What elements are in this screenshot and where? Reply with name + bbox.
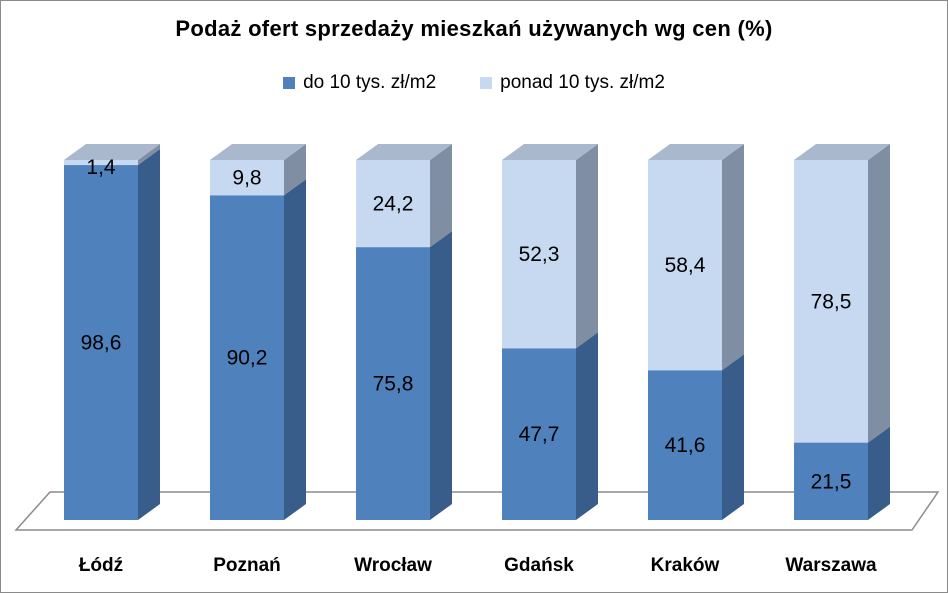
bar-side-series-2-0 (138, 144, 160, 166)
legend-swatch-series-2 (480, 77, 493, 89)
legend: do 10 tys. zł/m2 ponad 10 tys. zł/m2 (0, 72, 948, 94)
data-label-series-1-1: 90,2 (227, 347, 268, 370)
data-label-series-2-5: 78,5 (811, 290, 852, 313)
category-label-3: Gdańsk (504, 555, 574, 576)
bar-series-2-0 (64, 160, 138, 166)
legend-item-series-1: do 10 tys. zł/m2 (283, 72, 436, 94)
bar-series-1-3 (502, 348, 576, 520)
data-label-series-2-3: 52,3 (519, 243, 560, 266)
legend-label-series-1: do 10 tys. zł/m2 (303, 72, 437, 93)
data-label-series-1-4: 41,6 (665, 434, 706, 457)
bar-side-series-1-1 (284, 179, 306, 520)
category-label-4: Kraków (651, 555, 720, 576)
data-label-series-2-4: 58,4 (665, 254, 706, 277)
data-label-series-2-2: 24,2 (373, 193, 414, 216)
bar-side-series-2-5 (868, 144, 890, 443)
bar-top-5 (794, 144, 890, 160)
bar-top-1 (210, 144, 306, 160)
bar-series-1-0 (64, 165, 138, 521)
bar-side-series-1-5 (868, 426, 890, 520)
category-label-2: Wrocław (354, 555, 432, 576)
legend-item-series-2: ponad 10 tys. zł/m2 (480, 72, 665, 94)
bar-series-2-1 (210, 160, 284, 196)
bar-top-0 (64, 144, 160, 160)
bar-side-series-2-2 (430, 144, 452, 248)
bar-series-2-3 (502, 160, 576, 349)
bar-series-1-1 (210, 195, 284, 520)
chart-title: Podaż ofert sprzedaży mieszkań używanych… (175, 16, 773, 41)
bar-series-1-5 (794, 442, 868, 520)
bar-side-series-1-2 (430, 231, 452, 520)
bar-side-series-2-3 (576, 144, 598, 349)
bar-side-series-2-1 (284, 144, 306, 196)
data-label-series-1-2: 75,8 (373, 373, 414, 396)
data-label-series-1-5: 21,5 (811, 470, 852, 493)
data-label-series-1-0: 98,6 (81, 332, 122, 355)
legend-label-series-2: ponad 10 tys. zł/m2 (500, 72, 665, 93)
data-label-series-2-1: 9,8 (232, 167, 261, 190)
bar-side-series-1-4 (722, 354, 744, 520)
bar-series-2-4 (648, 160, 722, 371)
bar-series-1-2 (356, 247, 430, 520)
category-label-1: Poznań (213, 555, 281, 576)
bar-series-2-5 (794, 160, 868, 443)
bar-side-series-1-3 (576, 332, 598, 520)
data-label-series-2-0: 1,4 (86, 156, 116, 179)
category-label-0: Łódź (79, 555, 123, 576)
category-label-5: Warszawa (785, 555, 877, 576)
legend-swatch-series-1 (283, 77, 296, 89)
bar-top-2 (356, 144, 452, 160)
data-label-series-1-3: 47,7 (519, 423, 560, 446)
bar-top-4 (648, 144, 744, 160)
bar-series-1-4 (648, 370, 722, 520)
bar-top-3 (502, 144, 598, 160)
bar-side-series-2-4 (722, 144, 744, 371)
bar-side-series-1-0 (138, 149, 160, 521)
bar-series-2-2 (356, 160, 430, 248)
